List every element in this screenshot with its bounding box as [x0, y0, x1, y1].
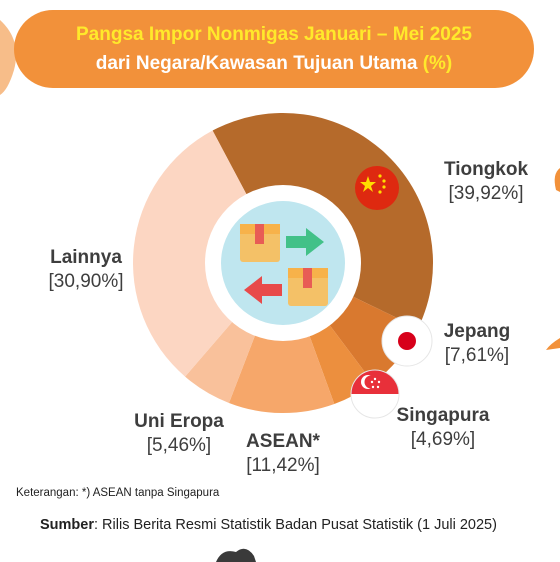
title-line-2-text: dari Negara/Kawasan Tujuan Utama	[95, 53, 418, 74]
title-unit: (%)	[422, 53, 453, 74]
category-label: Singapura	[396, 405, 490, 426]
slice-label-jepang: Jepang [7,61%]	[432, 320, 522, 368]
title-line-2: dari Negara/Kawasan Tujuan Utama (%)	[14, 53, 534, 75]
value-label: [30,90%]	[48, 270, 124, 292]
japan-flag-icon	[381, 315, 433, 367]
value-label: [5,46%]	[146, 434, 212, 456]
category-label: Jepang	[443, 321, 511, 342]
decorative-shape	[216, 548, 256, 562]
source-text: : Rilis Berita Resmi Statistik Badan Pus…	[94, 517, 497, 533]
china-flag-icon	[355, 166, 399, 210]
decorative-shape	[554, 168, 560, 192]
value-label: [4,69%]	[410, 428, 476, 450]
category-label: ASEAN*	[246, 431, 320, 452]
decorative-shape	[0, 20, 17, 95]
title-banner: Pangsa Impor Nonmigas Januari – Mei 2025…	[14, 10, 534, 88]
category-label: Lainnya	[50, 247, 122, 268]
value-label: [11,42%]	[246, 454, 320, 476]
slice-label-singapura: Singapura [4,69%]	[388, 404, 498, 452]
source-line: Sumber: Rilis Berita Resmi Statistik Bad…	[40, 517, 497, 533]
import-export-boxes-icon	[221, 201, 345, 325]
category-label: Tiongkok	[443, 159, 529, 180]
value-label: [39,92%]	[448, 182, 524, 204]
footnote: Keterangan: *) ASEAN tanpa Singapura	[16, 487, 220, 499]
slice-label-uni-eropa: Uni Eropa [5,46%]	[124, 410, 234, 458]
slice-label-asean: ASEAN* [11,42%]	[233, 430, 333, 478]
source-label: Sumber	[40, 517, 94, 533]
category-label: Uni Eropa	[134, 411, 224, 432]
slice-label-tiongkok: Tiongkok [39,92%]	[436, 158, 536, 206]
decorative-shape	[546, 338, 560, 350]
value-label: [7,61%]	[444, 344, 510, 366]
slice-label-lainnya: Lainnya [30,90%]	[36, 246, 136, 294]
title-line-1: Pangsa Impor Nonmigas Januari – Mei 2025	[76, 24, 472, 45]
